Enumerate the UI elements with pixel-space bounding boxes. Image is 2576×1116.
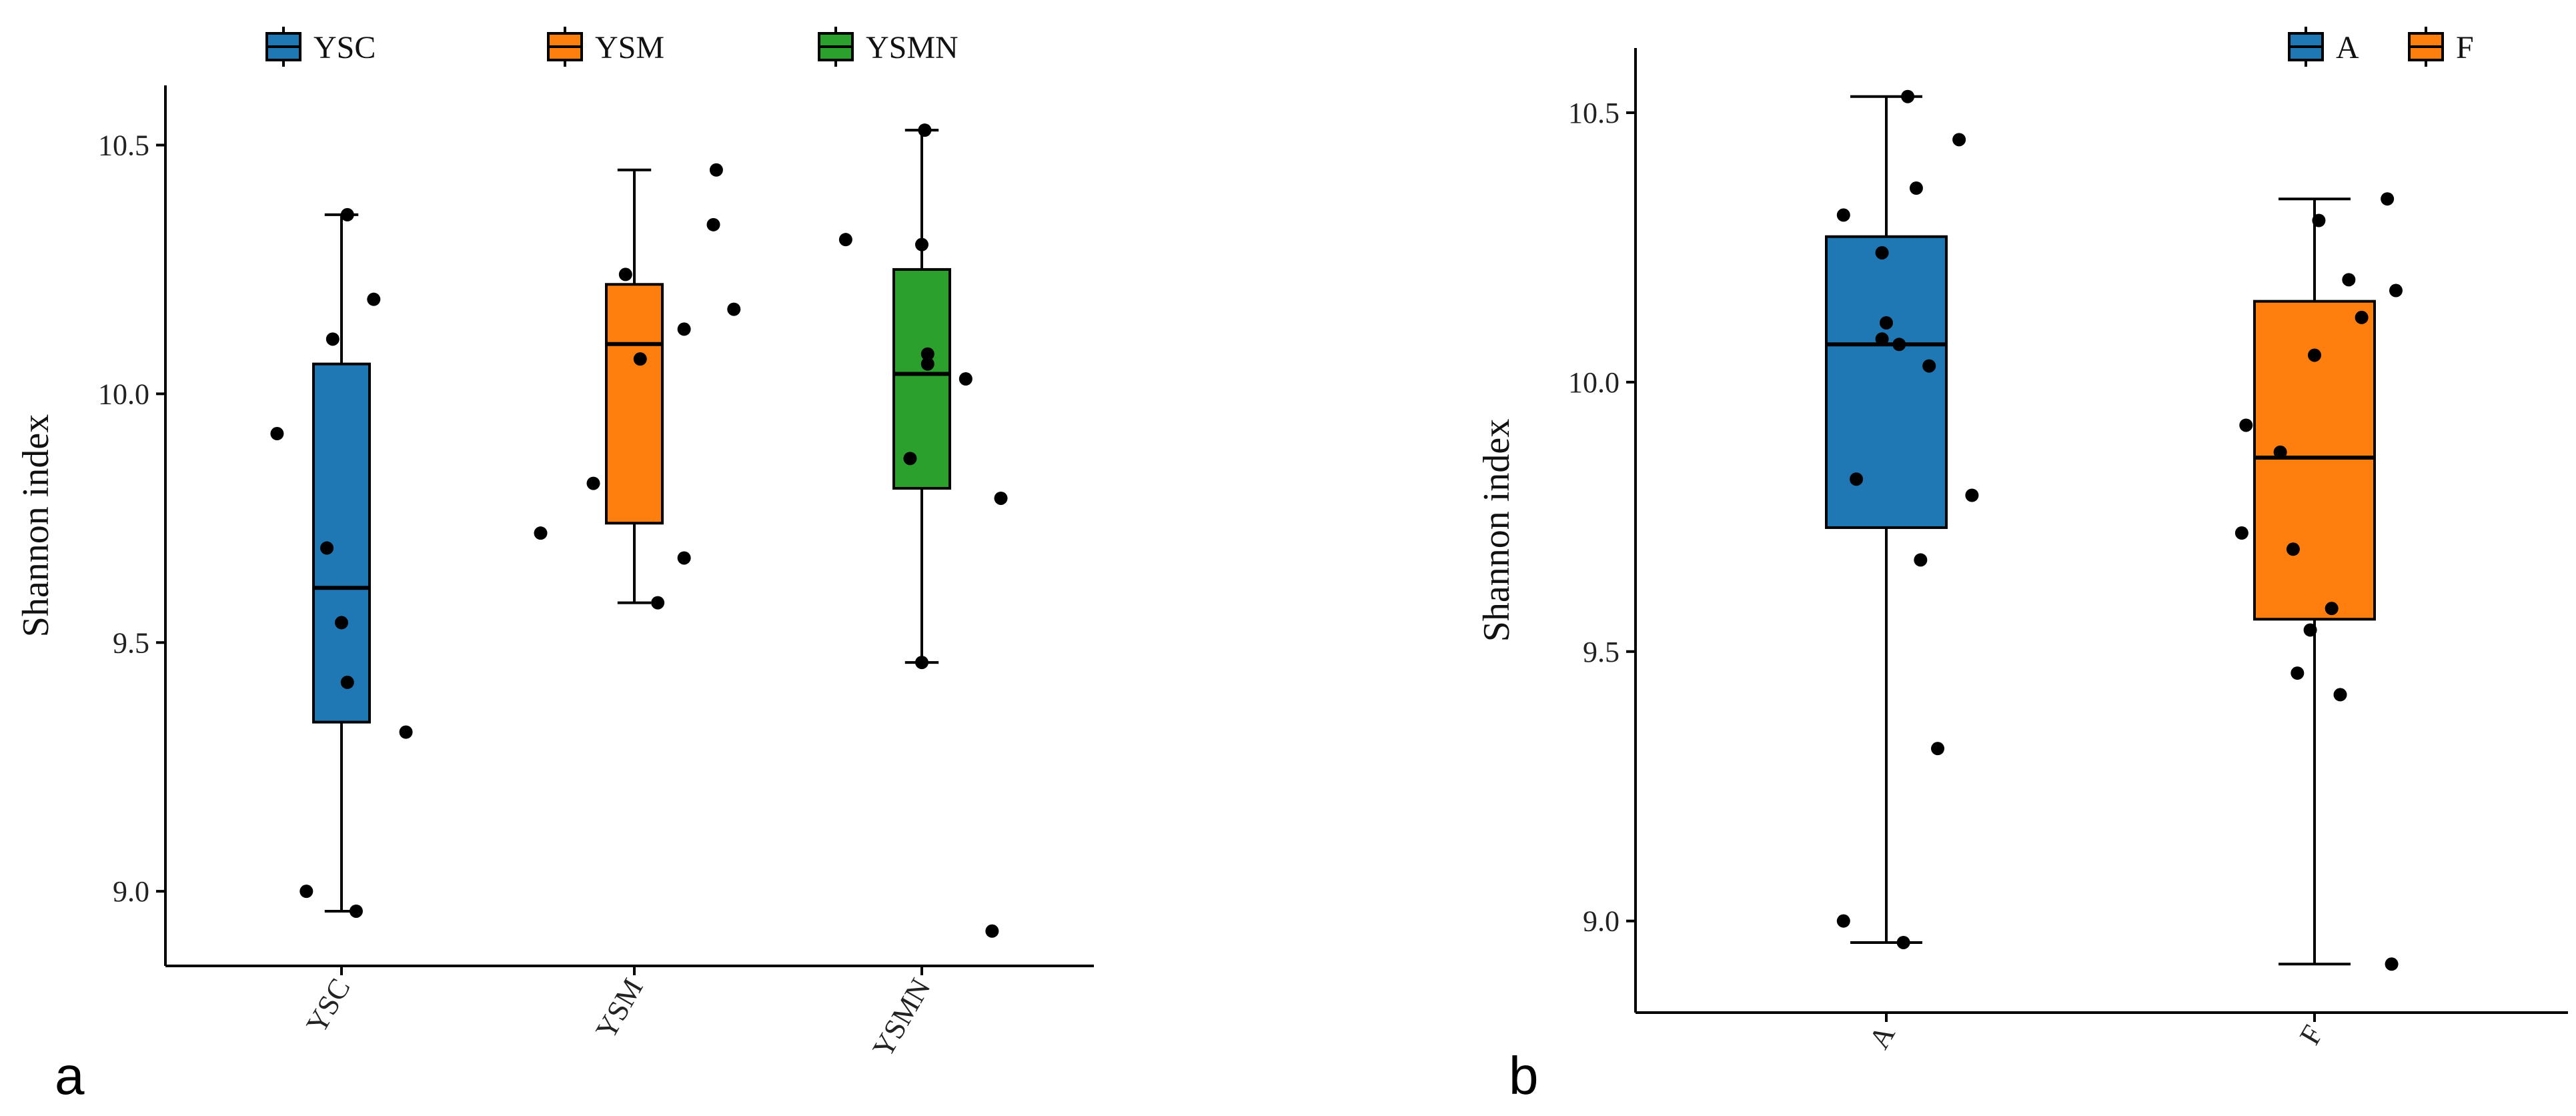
data-point	[1922, 359, 1936, 373]
legend-label: A	[2336, 30, 2359, 65]
data-point	[1850, 472, 1864, 486]
data-point	[915, 237, 928, 251]
data-point	[299, 885, 313, 899]
data-point	[920, 347, 934, 361]
legend-label: F	[2456, 30, 2474, 65]
y-tick-label: 9.0	[113, 875, 149, 908]
legend-label: YSC	[313, 30, 376, 65]
data-point	[838, 233, 852, 247]
x-tick-label: YSMN	[866, 973, 937, 1063]
box-ysmn	[892, 267, 951, 490]
panel-b: 9.0 9.5 10.0 10.5 Shannon index A F A Fb	[1476, 27, 2568, 1105]
data-point	[2342, 273, 2356, 287]
data-point	[1931, 742, 1945, 756]
data-point	[985, 924, 999, 938]
data-point	[915, 656, 928, 670]
data-point	[320, 541, 334, 555]
data-point	[677, 551, 691, 565]
data-point	[920, 357, 934, 371]
data-point	[1896, 935, 1910, 949]
y-tick-label: 10.0	[1568, 366, 1620, 399]
data-point	[2312, 213, 2326, 227]
data-point	[2355, 310, 2369, 324]
data-point	[270, 427, 284, 441]
data-point	[958, 372, 973, 386]
x-tick-label: F	[2293, 1020, 2330, 1051]
data-point	[1875, 332, 1889, 346]
data-point	[335, 616, 348, 630]
panel-a: 9.0 9.5 10.0 10.5 Shannon index YSC YSM YSMN YSC…	[15, 27, 1094, 1105]
data-point	[1875, 245, 1889, 259]
data-point	[326, 332, 340, 346]
panel-letter: a	[55, 1046, 85, 1105]
data-point	[2303, 623, 2317, 637]
data-point	[349, 904, 363, 918]
data-point	[2325, 602, 2339, 616]
data-point	[918, 123, 932, 137]
data-point	[1892, 338, 1906, 352]
data-point	[1901, 89, 1915, 103]
panel-letter: b	[1509, 1046, 1539, 1105]
box-a	[1825, 235, 1948, 529]
data-point	[2308, 348, 2321, 362]
data-point	[727, 302, 741, 316]
y-tick-label: 10.5	[98, 129, 149, 161]
data-point	[534, 526, 548, 540]
data-point	[633, 352, 647, 366]
data-point	[2333, 688, 2347, 702]
data-point	[1836, 208, 1850, 222]
data-point	[2291, 666, 2305, 680]
data-point	[903, 452, 917, 466]
data-point	[367, 292, 381, 306]
data-point	[1952, 133, 1966, 147]
y-axis-title: Shannon index	[1476, 419, 1517, 642]
y-tick-label: 10.0	[98, 378, 149, 410]
data-point	[2381, 192, 2395, 206]
y-tick-label: 10.5	[1568, 97, 1620, 129]
data-point	[2273, 445, 2287, 459]
data-point	[1880, 316, 1893, 330]
data-point	[1909, 181, 1923, 195]
data-point	[618, 267, 632, 282]
y-tick-label: 9.5	[113, 626, 149, 659]
y-axis-title: Shannon index	[15, 414, 57, 637]
box-ysc	[312, 362, 371, 724]
data-point	[709, 163, 723, 177]
data-point	[706, 217, 720, 231]
data-point	[677, 322, 691, 336]
x-tick-label: YSC	[299, 973, 356, 1039]
legend-label: YSMN	[866, 30, 958, 65]
data-point	[399, 725, 413, 739]
box-ysm	[605, 283, 664, 525]
data-point	[1836, 914, 1850, 928]
data-point	[2389, 284, 2403, 298]
y-tick-label: 9.5	[1583, 636, 1620, 668]
legend-label: YSM	[595, 30, 664, 65]
data-point	[586, 476, 600, 490]
y-tick-label: 9.0	[1583, 905, 1620, 938]
data-point	[994, 491, 1008, 505]
data-point	[2239, 418, 2253, 432]
data-point	[2234, 526, 2248, 540]
x-tick-label: A	[1862, 1019, 1901, 1054]
data-point	[1965, 488, 1979, 502]
data-point	[2385, 957, 2399, 971]
data-point	[1914, 553, 1928, 567]
data-point	[340, 207, 354, 221]
data-point	[2286, 542, 2300, 556]
data-point	[340, 675, 354, 689]
data-point	[651, 596, 665, 610]
x-tick-label: YSM	[590, 973, 650, 1045]
